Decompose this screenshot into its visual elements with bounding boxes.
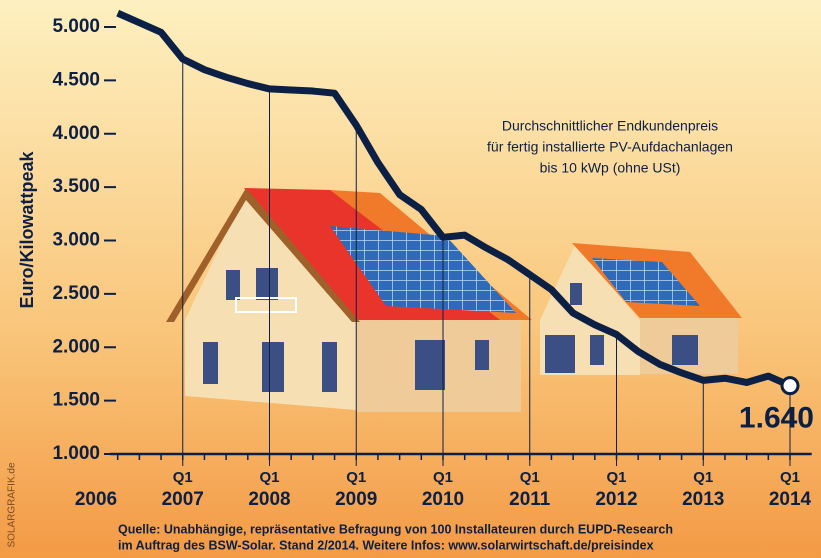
x-tick-label: 2011 — [509, 489, 551, 510]
value-label: 1.640 — [739, 402, 814, 435]
y-axis-label: Euro/Kilowattpeak — [17, 151, 37, 309]
x-tick-quarter: Q1 — [259, 469, 279, 486]
y-tick-label: 2.500 — [52, 283, 100, 304]
x-tick-label: 2013 — [682, 489, 724, 510]
annotation: bis 10 kWp (ohne USt) — [540, 160, 681, 176]
y-tick-label: 4.500 — [52, 69, 100, 90]
source: Quelle: Unabhängige, repräsentative Befr… — [118, 522, 673, 536]
x-tick-quarter: Q1 — [173, 469, 193, 486]
x-tick-label: 2007 — [162, 489, 204, 510]
x-tick-label: 2014 — [769, 489, 812, 510]
y-tick-label: 3.000 — [52, 230, 100, 251]
y-tick-label: 1.500 — [52, 390, 100, 411]
x-tick-quarter: Q1 — [346, 469, 366, 486]
y-tick-label: 2.000 — [52, 336, 100, 357]
x-tick-label: 2012 — [595, 489, 637, 510]
y-tick-label: 3.500 — [52, 176, 100, 197]
x-tick-quarter: Q1 — [780, 469, 800, 486]
y-tick-label: 4.000 — [52, 123, 100, 144]
source: im Auftrag des BSW-Solar. Stand 2/2014. … — [118, 538, 654, 552]
y-tick-label: 1.000 — [52, 443, 100, 464]
y-tick-label: 5.000 — [52, 16, 100, 37]
x-tick-quarter: Q1 — [520, 469, 540, 486]
x-tick-quarter: Q1 — [693, 469, 713, 486]
x-tick-label: 2006 — [75, 489, 117, 510]
x-tick-quarter: Q1 — [433, 469, 453, 486]
x-tick-quarter: Q1 — [607, 469, 627, 486]
price-line — [116, 9, 792, 389]
credit: SOLARGRAFIK.de — [7, 462, 18, 547]
end-point — [780, 376, 800, 396]
x-tick-label: 2010 — [422, 489, 464, 510]
x-tick-label: 2008 — [248, 489, 290, 510]
x-tick-label: 2009 — [335, 489, 377, 510]
annotation: Durchschnittlicher Endkundenpreis — [502, 118, 718, 134]
annotation: für fertig installierte PV-Aufdachanlage… — [487, 139, 733, 155]
